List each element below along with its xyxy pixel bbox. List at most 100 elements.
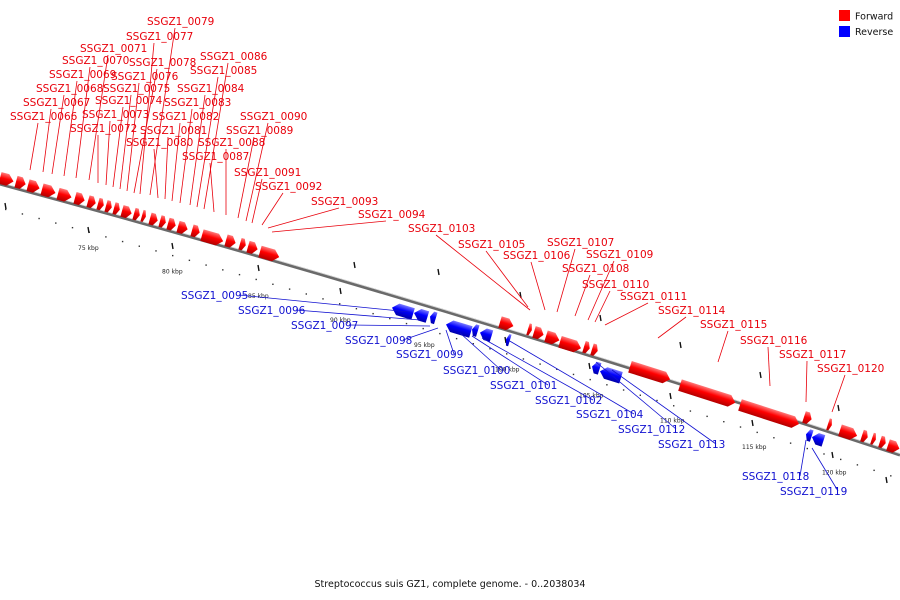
forward-gene-arrow [258, 245, 280, 262]
forward-label-leader [88, 54, 109, 181]
reverse-label-leader [611, 369, 717, 445]
forward-gene-label: SSGZ1_0070 [62, 55, 129, 67]
reverse-gene-label: SSGZ1_0118 [742, 471, 809, 483]
forward-gene-arrow [73, 192, 85, 206]
axis-minor-tick [272, 283, 274, 285]
forward-gene-label: SSGZ1_0093 [311, 196, 378, 208]
forward-gene-arrow [40, 183, 56, 198]
forward-label-leader [105, 120, 111, 186]
forward-gene-label: SSGZ1_0074 [95, 95, 163, 107]
axis-minor-tick [622, 389, 625, 391]
forward-label-leader [29, 122, 39, 171]
forward-gene-label: SSGZ1_0114 [658, 305, 726, 317]
axis-minor-tick [673, 405, 675, 407]
axis-minor-tick [5, 208, 7, 211]
forward-gene-label: SSGZ1_0079 [147, 16, 214, 28]
reverse-label-leader [238, 294, 411, 313]
reverse-gene-label: SSGZ1_0101 [490, 380, 557, 392]
axis-major-tick [4, 202, 7, 210]
forward-gene-arrow [590, 343, 598, 356]
forward-gene-label: SSGZ1_0078 [129, 57, 196, 69]
forward-label-leader [51, 94, 65, 175]
axis-tick-label: 115 kbp [742, 444, 767, 451]
axis-major-tick [171, 242, 174, 250]
axis-minor-tick [172, 254, 174, 257]
forward-gene-arrow [678, 379, 736, 407]
forward-gene-label: SSGZ1_0076 [111, 71, 179, 83]
reverse-gene-arrow [806, 429, 814, 442]
reverse-gene-arrows [392, 303, 826, 447]
forward-label-leader [42, 108, 52, 173]
forward-gene-label: SSGZ1_0073 [82, 109, 149, 121]
axis-minor-tick [756, 431, 758, 434]
forward-gene-arrow [224, 234, 236, 248]
forward-gene-label: SSGZ1_0103 [408, 223, 475, 235]
axis-major-tick [679, 341, 682, 349]
forward-gene-label: SSGZ1_0088 [198, 137, 265, 149]
axis-minor-tick [422, 327, 424, 330]
forward-gene-label: SSGZ1_0092 [255, 181, 322, 193]
axis-major-tick [87, 226, 90, 234]
reverse-gene-arrow [472, 324, 480, 337]
axis-minor-tick [606, 384, 608, 386]
reverse-gene-label: SSGZ1_0113 [658, 439, 725, 451]
forward-gene-arrow [878, 435, 886, 449]
axis-minor-tick [322, 298, 324, 300]
forward-gene-arrow [132, 207, 140, 221]
forward-gene-arrow [200, 229, 224, 246]
forward-gene-label: SSGZ1_0111 [620, 291, 687, 303]
forward-gene-arrow [802, 411, 812, 424]
forward-gene-label: SSGZ1_0082 [152, 111, 219, 123]
forward-gene-arrow [112, 202, 120, 215]
reverse-label-leader [348, 324, 431, 327]
axis-minor-tick [389, 317, 391, 320]
axis-tick-label: 75 kbp [78, 245, 99, 252]
reverse-gene-label: SSGZ1_0097 [291, 320, 358, 332]
forward-gene-arrow [526, 323, 532, 336]
forward-label-leader [139, 42, 155, 195]
forward-label-leader [196, 76, 219, 208]
forward-gene-arrow [582, 340, 590, 354]
axis-minor-tick [288, 288, 291, 290]
axis-minor-tick [55, 222, 57, 224]
forward-label-leader [245, 122, 269, 222]
axis-minor-tick [539, 363, 541, 365]
axis-minor-tick [873, 469, 875, 472]
forward-gene-label: SSGZ1_0075 [103, 83, 170, 95]
forward-gene-label: SSGZ1_0069 [49, 69, 116, 81]
forward-label-leader [149, 27, 176, 196]
forward-gene-arrow [120, 205, 132, 219]
forward-gene-arrow [860, 429, 868, 443]
forward-gene-arrows [0, 172, 900, 453]
forward-label-leader [530, 261, 546, 311]
forward-label-leader [556, 248, 576, 313]
axis-tick-label: 80 kbp [162, 269, 183, 276]
axis-minor-tick [71, 226, 74, 229]
forward-gene-arrow [544, 330, 560, 345]
forward-gene-arrow [886, 439, 900, 453]
forward-gene-arrow [628, 361, 671, 384]
axis-minor-tick [739, 426, 742, 428]
reverse-gene-label: SSGZ1_0099 [396, 349, 463, 361]
forward-label-leader [189, 94, 206, 206]
axis-major-tick [588, 362, 591, 370]
axis-major-tick [599, 314, 602, 322]
forward-gene-label: SSGZ1_0080 [126, 137, 193, 149]
forward-gene-arrow [498, 316, 514, 331]
map-caption: Streptococcus suis GZ1, complete genome.… [315, 579, 586, 590]
reverse-label-leader [445, 329, 455, 355]
forward-gene-label: SSGZ1_0091 [234, 167, 301, 179]
forward-gene-label: SSGZ1_0116 [740, 335, 808, 347]
axis-minor-tick [155, 250, 157, 252]
forward-label-leader [587, 260, 615, 321]
axis-minor-tick [222, 269, 224, 271]
forward-label-leader [604, 302, 649, 326]
forward-gene-label: SSGZ1_0089 [226, 125, 293, 137]
axis-minor-ticks [5, 208, 892, 477]
reverse-label-leader [471, 335, 549, 386]
axis-minor-tick [840, 458, 842, 461]
forward-gene-label: SSGZ1_0107 [547, 237, 614, 249]
forward-gene-label: SSGZ1_0115 [700, 319, 767, 331]
forward-gene-label: SSGZ1_0120 [817, 363, 884, 375]
